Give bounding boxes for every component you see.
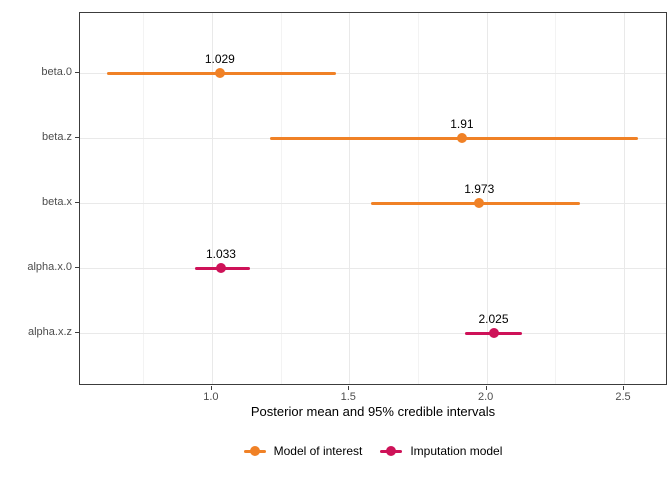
gridline-major-h: [80, 73, 666, 75]
y-tick-label-beta.0: beta.0: [41, 66, 72, 79]
gridline-minor-v: [417, 13, 419, 384]
gridline-minor-v: [555, 13, 557, 384]
value-label-alpha.x.z: 2.025: [478, 312, 509, 327]
value-label-beta.z: 1.91: [450, 117, 474, 132]
legend-label: Imputation model: [410, 444, 503, 458]
point-beta.z: [456, 133, 467, 144]
legend-item-model-of-interest: Model of interest: [243, 444, 363, 458]
gridline-major-v: [211, 13, 213, 384]
y-tick-mark: [75, 72, 79, 74]
point-alpha.x.0: [215, 263, 226, 274]
x-tick-label-2.5: 2.5: [615, 391, 631, 403]
y-tick-label-beta.z: beta.z: [42, 131, 72, 144]
y-tick-mark: [75, 202, 79, 204]
plot-panel: 1.029 1.91 1.973 1.033 2.025: [79, 12, 667, 385]
x-tick-label-2.0: 2.0: [477, 391, 494, 403]
y-tick-label-alpha.x.0: alpha.x.0: [27, 261, 72, 274]
point-alpha.x.z: [488, 328, 499, 339]
y-tick-label-beta.x: beta.x: [42, 196, 72, 209]
legend-key-dot: [386, 446, 397, 456]
y-tick-label-alpha.x.z: alpha.x.z: [27, 326, 72, 339]
x-tick-label-1.0: 1.0: [203, 391, 219, 403]
x-tick-mark: [210, 386, 212, 390]
gridline-minor-v: [143, 13, 145, 384]
legend: Model of interest Imputation model: [79, 444, 667, 458]
point-beta.0: [214, 68, 225, 79]
value-label-alpha.x.0: 1.033: [205, 247, 236, 262]
gridline-major-v: [486, 13, 488, 384]
x-tick-mark: [623, 386, 625, 390]
y-tick-mark: [75, 332, 79, 334]
point-beta.x: [474, 198, 485, 209]
legend-label: Model of interest: [273, 444, 363, 458]
legend-item-imputation-model: Imputation model: [380, 444, 502, 458]
interval-line-beta.z: [269, 136, 638, 140]
pointrange-key-icon: [380, 445, 403, 457]
gridline-major-h: [80, 268, 666, 270]
x-tick-mark: [348, 386, 350, 390]
gridline-major-v: [349, 13, 351, 384]
x-axis-title: Posterior mean and 95% credible interval…: [250, 404, 496, 419]
y-tick-mark: [75, 137, 79, 139]
value-label-beta.0: 1.029: [204, 52, 235, 67]
legend-key-dot: [249, 446, 260, 456]
gridline-major-v: [624, 13, 626, 384]
gridline-major-h: [80, 333, 666, 335]
pointrange-key-icon: [243, 445, 266, 457]
value-label-beta.x: 1.973: [464, 182, 495, 197]
x-tick-mark: [485, 386, 487, 390]
x-tick-label-1.5: 1.5: [340, 391, 356, 403]
y-tick-mark: [75, 267, 79, 269]
gridline-minor-v: [280, 13, 282, 384]
